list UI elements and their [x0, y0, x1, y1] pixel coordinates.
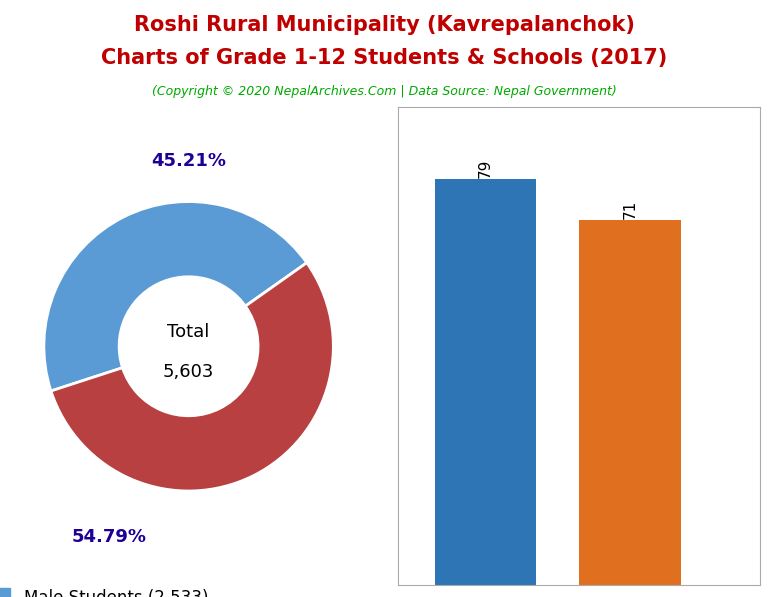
Text: Roshi Rural Municipality (Kavrepalanchok): Roshi Rural Municipality (Kavrepalanchok… [134, 15, 634, 35]
Text: 71: 71 [623, 199, 637, 219]
Bar [579, 220, 680, 585]
Text: 54.79%: 54.79% [71, 528, 147, 546]
Text: Total: Total [167, 323, 210, 341]
Text: 5,603: 5,603 [163, 364, 214, 381]
Wedge shape [44, 202, 306, 391]
Text: 45.21%: 45.21% [151, 152, 226, 170]
Text: 79: 79 [478, 158, 493, 178]
Bar [435, 179, 536, 585]
Legend: Male Students (2,533), Female Students (3,070): Male Students (2,533), Female Students (… [0, 588, 229, 597]
Text: Charts of Grade 1-12 Students & Schools (2017): Charts of Grade 1-12 Students & Schools … [101, 48, 667, 68]
Wedge shape [51, 263, 333, 491]
Text: (Copyright © 2020 NepalArchives.Com | Data Source: Nepal Government): (Copyright © 2020 NepalArchives.Com | Da… [151, 85, 617, 98]
